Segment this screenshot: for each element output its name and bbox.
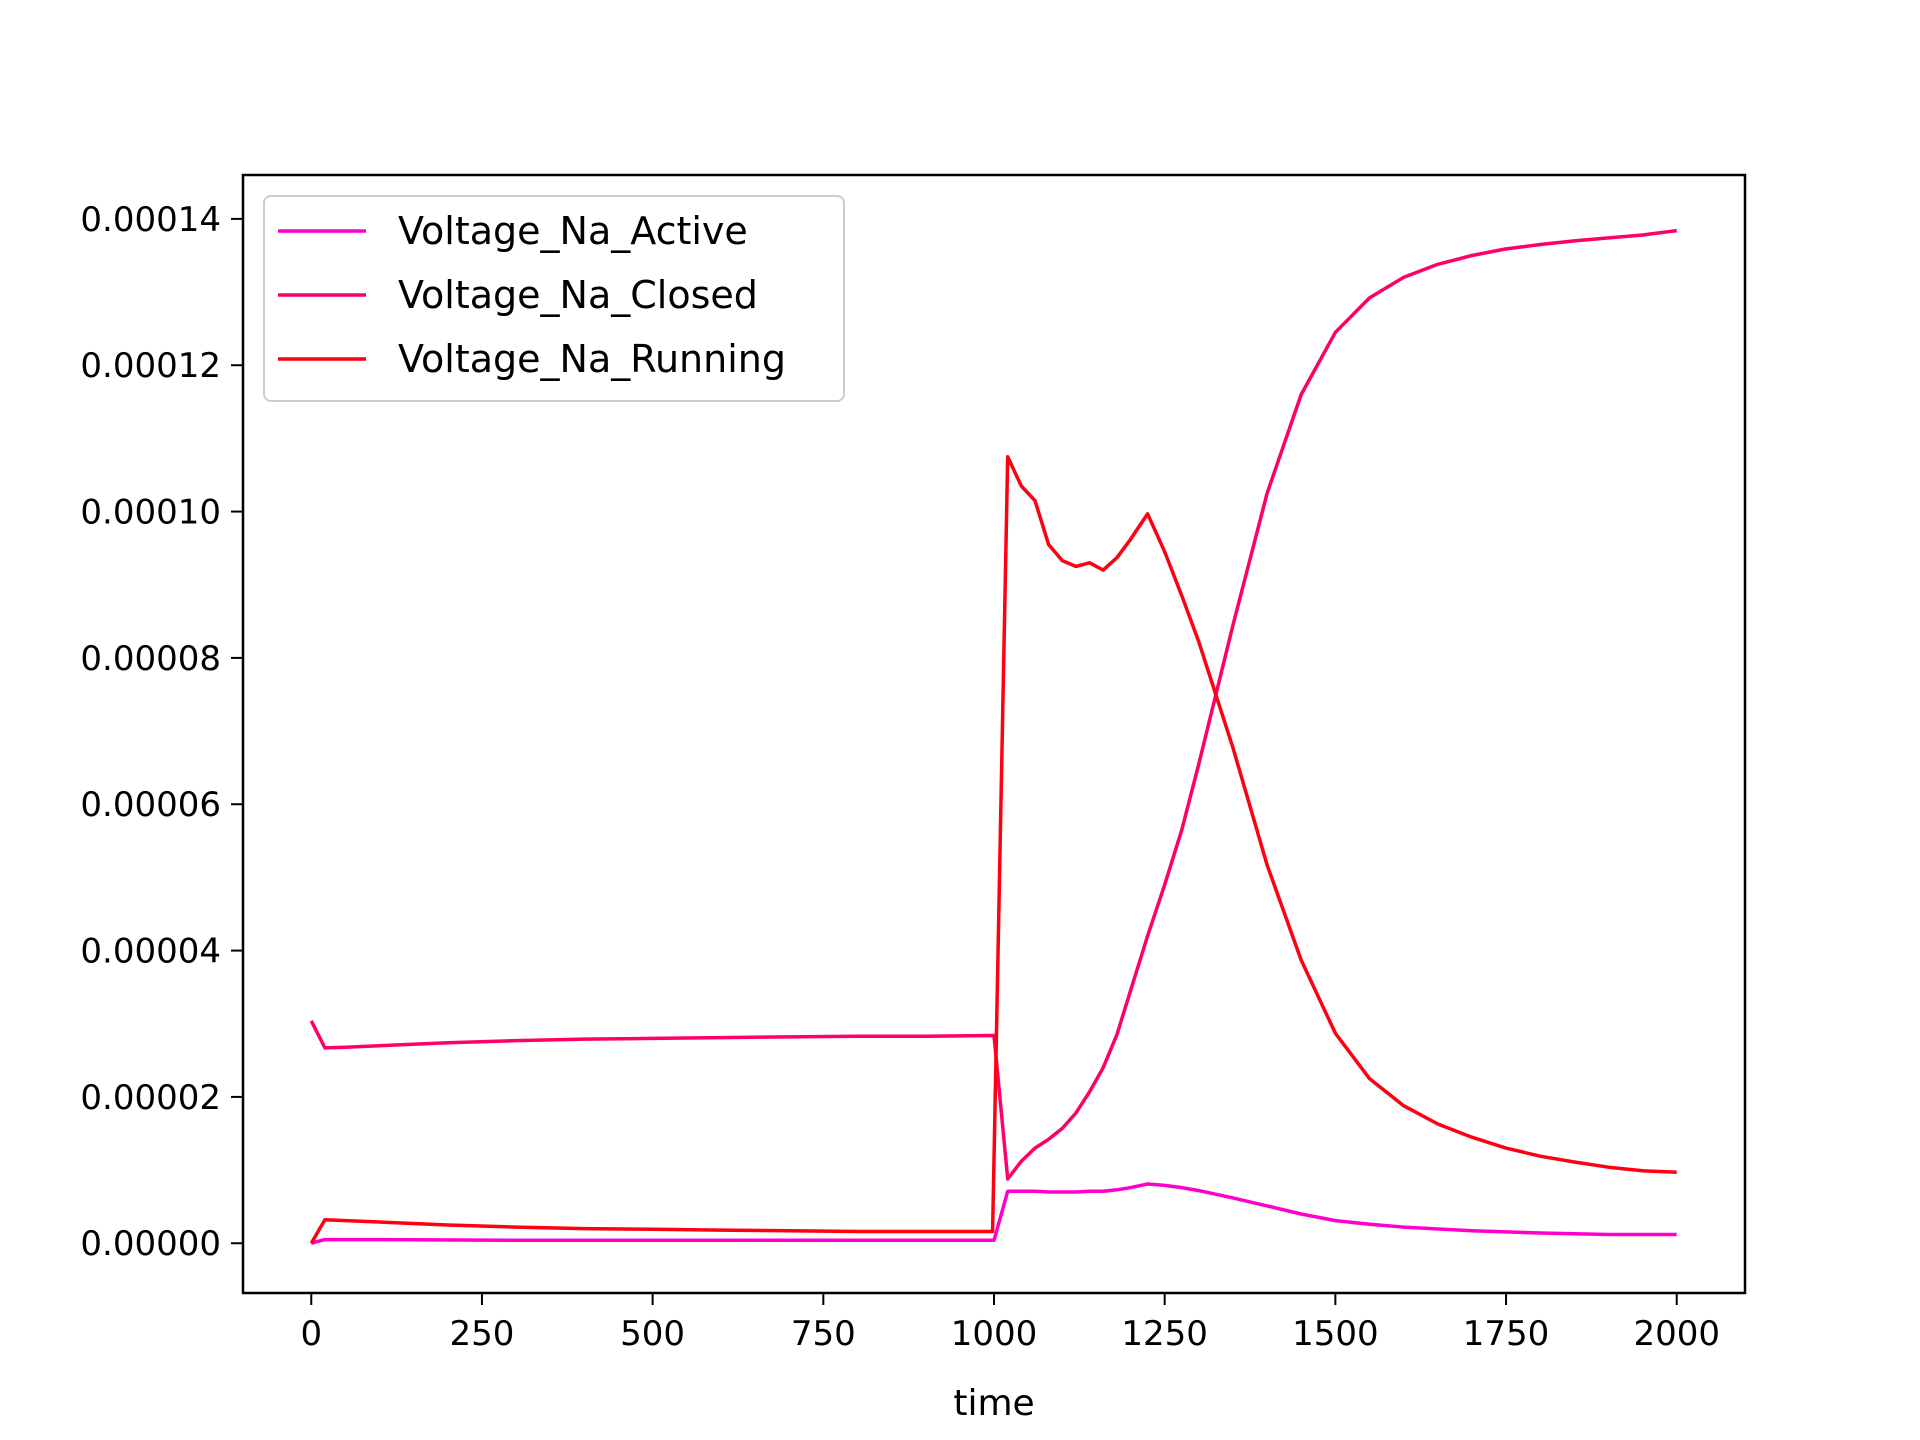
y-tick-label: 0.00006 (80, 785, 221, 825)
y-tick-label: 0.00012 (80, 346, 221, 386)
x-tick-label: 0 (300, 1314, 322, 1354)
y-tick-label: 0.00002 (80, 1078, 221, 1118)
y-tick-label: 0.00008 (80, 639, 221, 679)
x-tick-label: 750 (791, 1314, 856, 1354)
series-line-1 (310, 1182, 1677, 1245)
x-tick-label: 1000 (951, 1314, 1038, 1354)
series-layer (309, 228, 1677, 1245)
legend-label-3: Voltage_Na_Running (398, 337, 786, 381)
series-line-2 (309, 228, 1677, 1181)
legend-label-2: Voltage_Na_Closed (398, 273, 758, 317)
y-tick-label: 0.00010 (80, 493, 221, 533)
y-axis: 0.00000 0.00002 0.00004 0.00006 0.00008 0.000… (80, 200, 243, 1264)
y-tick-label: 0.00004 (80, 932, 221, 972)
legend-label-1: Voltage_Na_Active (398, 209, 748, 253)
x-tick-label: 2000 (1633, 1314, 1720, 1354)
y-tick-label: 0.00000 (80, 1224, 221, 1264)
legend: Voltage_Na_Active Voltage_Na_Closed Voltag… (263, 195, 845, 402)
x-tick-label: 1500 (1292, 1314, 1379, 1354)
x-tick-label: 1750 (1463, 1314, 1550, 1354)
x-axis: 0 250 500 750 1000 1250 1500 1750 2000 (300, 1293, 1720, 1354)
series-line-3 (309, 454, 1677, 1245)
x-tick-label: 500 (620, 1314, 685, 1354)
x-axis-label: time (953, 1383, 1034, 1424)
x-tick-label: 250 (450, 1314, 515, 1354)
x-tick-label: 1250 (1121, 1314, 1208, 1354)
y-tick-label: 0.00014 (80, 200, 221, 240)
legend-box (263, 195, 845, 402)
